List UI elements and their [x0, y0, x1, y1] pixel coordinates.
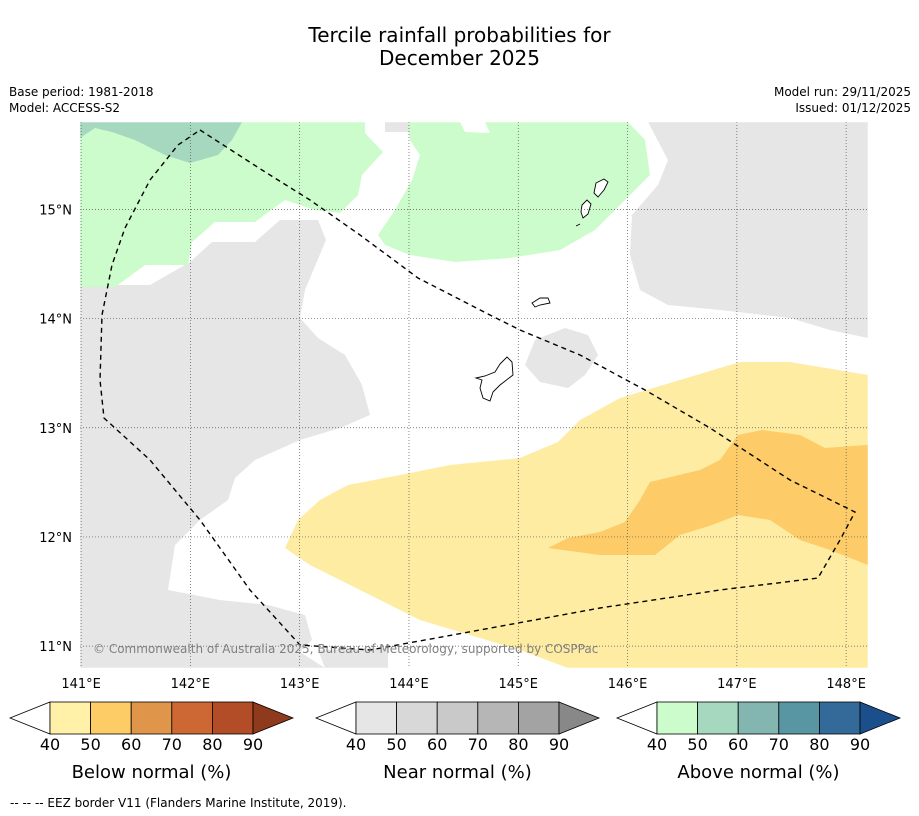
lon-tick-label: 145°E — [498, 677, 538, 692]
rota-coastline — [531, 297, 551, 308]
colorbar-over-triangle — [859, 701, 902, 735]
colorbar-tick-label: 80 — [809, 735, 829, 754]
lon-tick-label: 146°E — [608, 677, 648, 692]
colorbar-under-triangle — [615, 701, 658, 735]
colorbar-3: 40 50 60 70 80 90 Above normal (%) — [615, 701, 902, 783]
saipan-coastline — [593, 178, 609, 198]
colorbar-segment — [211, 701, 254, 735]
colorbar-label: Near normal (%) — [383, 762, 532, 783]
colorbar-tick-label: 60 — [121, 735, 141, 754]
colorbar-tick-label: 70 — [468, 735, 488, 754]
colorbar-segment — [130, 701, 173, 735]
colorbar-segment — [656, 701, 698, 735]
colorbar-segment — [778, 701, 820, 735]
near-normal-region-island — [525, 328, 598, 388]
colorbar-tick-label: 40 — [40, 735, 60, 754]
lat-tick-label: 11°N — [39, 640, 72, 655]
issued-text: Issued: 01/12/2025 — [795, 101, 911, 115]
colorbar-segment — [171, 701, 213, 735]
near-normal-region-east — [630, 122, 868, 338]
aguijan-coastline — [575, 223, 581, 227]
colorbar-segment — [477, 701, 519, 735]
base-period-text: Base period: 1981-2018 — [9, 85, 154, 99]
map-frame — [79, 121, 869, 669]
tinian-coastline — [580, 199, 592, 219]
colorbars: 40 50 60 70 80 90 Below normal (%) 40 50 60 70 80 90… — [8, 701, 902, 783]
colorbar-segment — [49, 701, 91, 735]
colorbar-segment — [355, 701, 397, 735]
colorbar-tick-label: 50 — [386, 735, 406, 754]
model-text: Model: ACCESS-S2 — [9, 101, 121, 115]
colorbar-over-triangle — [252, 701, 295, 735]
colorbar-tick-label: 90 — [243, 735, 263, 754]
below-normal-50-region — [548, 430, 868, 565]
colorbar-tick-label: 70 — [162, 735, 182, 754]
lon-tick-label: 147°E — [717, 677, 757, 692]
colorbar-tick-label: 40 — [346, 735, 366, 754]
colorbar-segment — [436, 701, 479, 735]
footnote-text: -- -- -- EEZ border V11 (Flanders Marine… — [10, 796, 347, 810]
model-run-text: Model run: 29/11/2025 — [773, 85, 911, 99]
colorbar-label: Above normal (%) — [677, 762, 839, 783]
lat-tick-label: 13°N — [39, 422, 72, 437]
colorbar-tick-label: 50 — [80, 735, 100, 754]
chart-title-line2: December 2025 — [379, 46, 540, 70]
colorbar-segment — [819, 701, 861, 735]
colorbar-segment — [697, 701, 739, 735]
colorbar-tick-label: 90 — [549, 735, 569, 754]
lat-tick-label: 15°N — [39, 203, 72, 218]
colorbar-tick-label: 70 — [769, 735, 789, 754]
colorbar-tick-label: 90 — [850, 735, 870, 754]
copyright-text: © Commonwealth of Australia 2025, Bureau… — [93, 642, 598, 656]
colorbar-under-triangle — [314, 701, 357, 735]
above-normal-50-region — [80, 122, 242, 163]
lon-tick-label: 148°E — [826, 677, 866, 692]
colorbar-segment — [90, 701, 132, 735]
colorbar-label: Below normal (%) — [72, 762, 232, 783]
colorbar-tick-label: 60 — [728, 735, 748, 754]
below-normal-40-region — [285, 362, 868, 668]
colorbar-tick-label: 60 — [427, 735, 447, 754]
colorbar-segment — [396, 701, 438, 735]
lon-tick-label: 144°E — [389, 677, 429, 692]
above-normal-40-region-north — [378, 122, 650, 262]
colorbar-tick-label: 80 — [202, 735, 222, 754]
longitude-labels: 141°E 142°E 143°E 144°E 145°E 146°E 147°E 148°E — [61, 677, 866, 692]
above-normal-40-region-west — [80, 122, 383, 287]
lat-tick-label: 14°N — [39, 313, 72, 328]
gridlines — [80, 122, 868, 668]
near-normal-region-west — [80, 220, 370, 668]
near-normal-region-south — [318, 648, 388, 668]
colorbar-1: 40 50 60 70 80 90 Below normal (%) — [8, 701, 295, 783]
colorbar-tick-label: 80 — [508, 735, 528, 754]
lat-tick-label: 12°N — [39, 531, 72, 546]
lon-tick-label: 143°E — [280, 677, 320, 692]
colorbar-over-triangle — [558, 701, 601, 735]
colorbar-segment — [518, 701, 560, 735]
colorbar-segment — [737, 701, 780, 735]
lon-tick-label: 141°E — [61, 677, 101, 692]
colorbar-2: 40 50 60 70 80 90 Near normal (%) — [314, 701, 601, 783]
guam-coastline — [474, 356, 514, 402]
colorbar-tick-label: 40 — [647, 735, 667, 754]
colorbar-under-triangle — [8, 701, 51, 735]
lon-tick-label: 142°E — [171, 677, 211, 692]
probability-fields — [80, 122, 868, 668]
chart-title-line1: Tercile rainfall probabilities for — [308, 23, 611, 47]
colorbar-tick-label: 50 — [687, 735, 707, 754]
latitude-labels: 15°N 14°N 13°N 12°N 11°N — [39, 203, 72, 655]
